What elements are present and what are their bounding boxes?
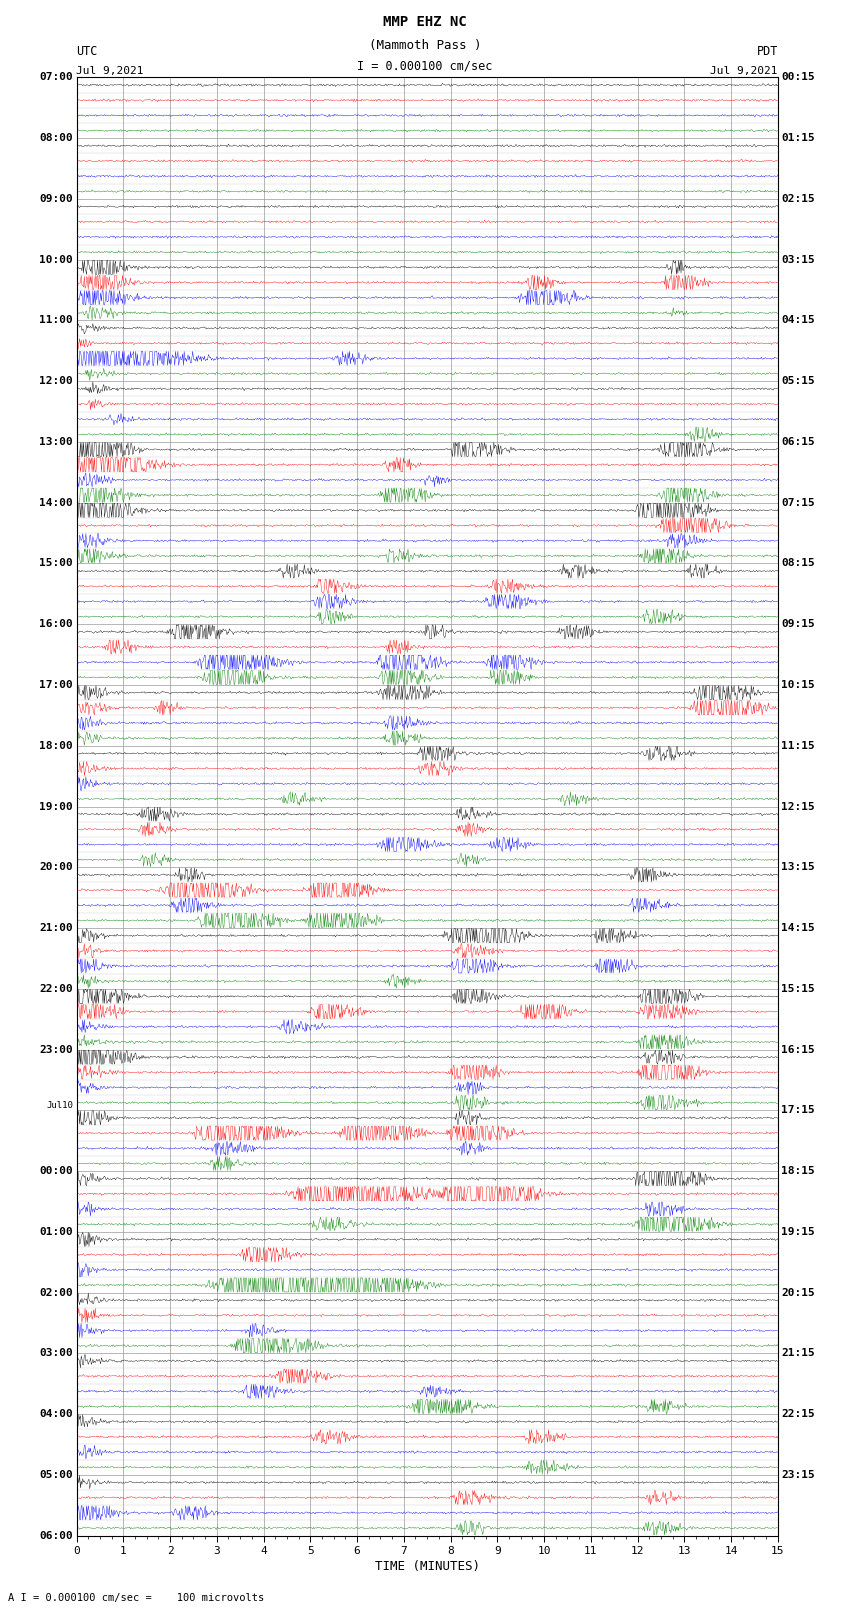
Text: Jul10: Jul10 <box>46 1102 73 1110</box>
Text: 04:00: 04:00 <box>39 1410 73 1419</box>
Text: Jul 9,2021: Jul 9,2021 <box>76 66 144 76</box>
Text: 03:00: 03:00 <box>39 1348 73 1358</box>
Text: 13:00: 13:00 <box>39 437 73 447</box>
Text: 18:15: 18:15 <box>781 1166 815 1176</box>
Text: 22:15: 22:15 <box>781 1410 815 1419</box>
Text: 05:00: 05:00 <box>39 1469 73 1479</box>
Text: 18:00: 18:00 <box>39 740 73 750</box>
Text: 14:00: 14:00 <box>39 498 73 508</box>
Text: 02:00: 02:00 <box>39 1287 73 1297</box>
Text: MMP EHZ NC: MMP EHZ NC <box>383 15 467 29</box>
Text: 05:15: 05:15 <box>781 376 815 386</box>
Text: Jul 9,2021: Jul 9,2021 <box>711 66 778 76</box>
Text: 09:15: 09:15 <box>781 619 815 629</box>
Text: 08:00: 08:00 <box>39 134 73 144</box>
Text: 01:00: 01:00 <box>39 1227 73 1237</box>
Text: 00:15: 00:15 <box>781 73 815 82</box>
Text: 16:15: 16:15 <box>781 1045 815 1055</box>
Text: 19:00: 19:00 <box>39 802 73 811</box>
Text: 23:15: 23:15 <box>781 1469 815 1479</box>
Text: 01:15: 01:15 <box>781 134 815 144</box>
Text: PDT: PDT <box>756 45 778 58</box>
Text: 00:00: 00:00 <box>39 1166 73 1176</box>
Text: 13:15: 13:15 <box>781 863 815 873</box>
Text: I = 0.000100 cm/sec: I = 0.000100 cm/sec <box>357 60 493 73</box>
Text: 15:15: 15:15 <box>781 984 815 994</box>
Text: 16:00: 16:00 <box>39 619 73 629</box>
Text: 17:00: 17:00 <box>39 681 73 690</box>
Text: UTC: UTC <box>76 45 98 58</box>
Text: 22:00: 22:00 <box>39 984 73 994</box>
Text: 06:15: 06:15 <box>781 437 815 447</box>
Text: 11:00: 11:00 <box>39 316 73 326</box>
Text: 12:00: 12:00 <box>39 376 73 386</box>
Text: 21:15: 21:15 <box>781 1348 815 1358</box>
Text: 14:15: 14:15 <box>781 923 815 932</box>
Text: 12:15: 12:15 <box>781 802 815 811</box>
Text: 15:00: 15:00 <box>39 558 73 568</box>
Text: 04:15: 04:15 <box>781 316 815 326</box>
Text: 08:15: 08:15 <box>781 558 815 568</box>
Text: 03:15: 03:15 <box>781 255 815 265</box>
Text: 02:15: 02:15 <box>781 194 815 203</box>
Text: 07:00: 07:00 <box>39 73 73 82</box>
Text: 06:00: 06:00 <box>39 1531 73 1540</box>
Text: 20:00: 20:00 <box>39 863 73 873</box>
Text: A I = 0.000100 cm/sec =    100 microvolts: A I = 0.000100 cm/sec = 100 microvolts <box>8 1594 264 1603</box>
Text: 23:00: 23:00 <box>39 1045 73 1055</box>
Text: 10:15: 10:15 <box>781 681 815 690</box>
Text: 11:15: 11:15 <box>781 740 815 750</box>
Text: 10:00: 10:00 <box>39 255 73 265</box>
X-axis label: TIME (MINUTES): TIME (MINUTES) <box>375 1560 479 1573</box>
Text: 09:00: 09:00 <box>39 194 73 203</box>
Text: 21:00: 21:00 <box>39 923 73 932</box>
Text: 07:15: 07:15 <box>781 498 815 508</box>
Text: 17:15: 17:15 <box>781 1105 815 1115</box>
Text: 19:15: 19:15 <box>781 1227 815 1237</box>
Text: 20:15: 20:15 <box>781 1287 815 1297</box>
Text: (Mammoth Pass ): (Mammoth Pass ) <box>369 39 481 52</box>
